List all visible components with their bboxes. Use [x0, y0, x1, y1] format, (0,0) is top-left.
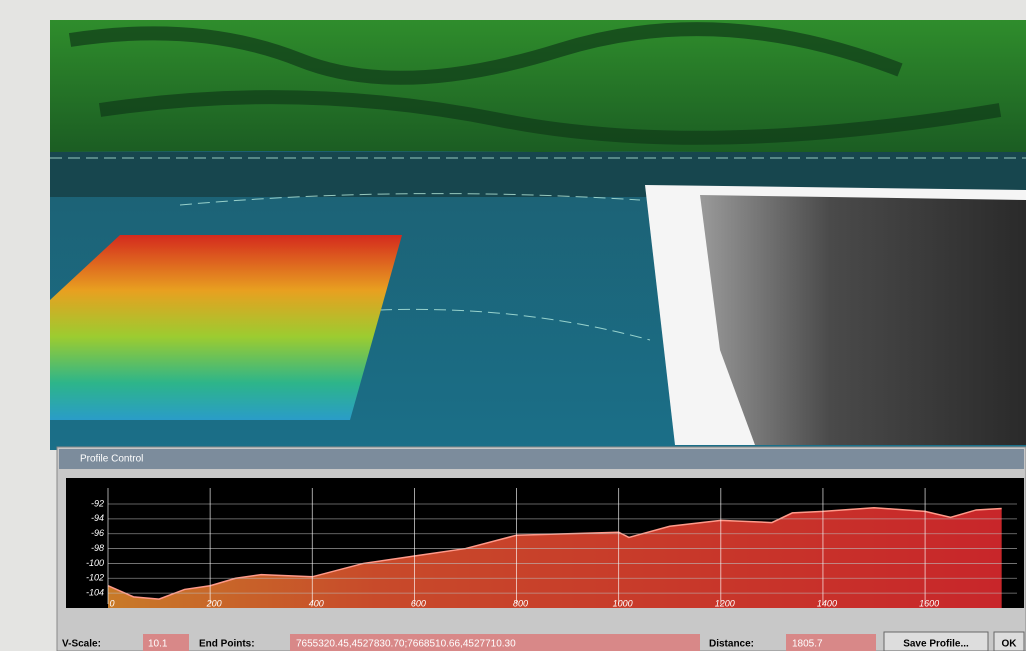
sidescan-image — [700, 195, 1026, 445]
label: V-Scale: — [62, 639, 101, 650]
y-tick-label: -94 — [91, 513, 104, 523]
page: Profile Control -92 -94 -96 -98 -100 -102 -104… — [0, 0, 1026, 651]
window-title: Profile Control — [80, 454, 143, 465]
scene-3d — [50, 20, 1026, 450]
x-tick-label: 600 — [411, 598, 426, 608]
field-value: 1805.7 — [792, 639, 823, 650]
field-value: 10.1 — [148, 639, 168, 650]
x-tick-label: 1000 — [613, 598, 633, 608]
profile-window: Profile Control -92 -94 -96 -98 -100 -102 -104… — [57, 447, 1026, 651]
multibeam-patch — [50, 235, 402, 420]
x-tick-label: 800 — [513, 598, 528, 608]
label: Distance: — [709, 639, 754, 650]
y-tick-label: -100 — [86, 558, 104, 568]
x-tick-label: 0 — [109, 598, 114, 608]
title-bar — [59, 449, 1024, 469]
screen: Profile Control -92 -94 -96 -98 -100 -102 -104… — [0, 0, 1026, 651]
button-label: OK — [1002, 639, 1018, 650]
field-value: 7655320.45,4527830.70;7668510.66,4527710… — [296, 639, 516, 650]
x-tick-label: 1600 — [919, 598, 939, 608]
label: End Points: — [199, 639, 255, 650]
y-tick-label: -98 — [91, 543, 104, 553]
button-label: Save Profile... — [903, 639, 969, 650]
x-tick-label: 200 — [206, 598, 222, 608]
x-tick-label: 1400 — [817, 598, 837, 608]
x-tick-label: 1200 — [715, 598, 735, 608]
x-tick-label: 400 — [309, 598, 324, 608]
y-tick-label: -96 — [91, 528, 104, 538]
y-tick-label: -104 — [86, 588, 104, 598]
y-tick-label: -92 — [91, 498, 104, 508]
y-tick-label: -102 — [86, 573, 104, 583]
